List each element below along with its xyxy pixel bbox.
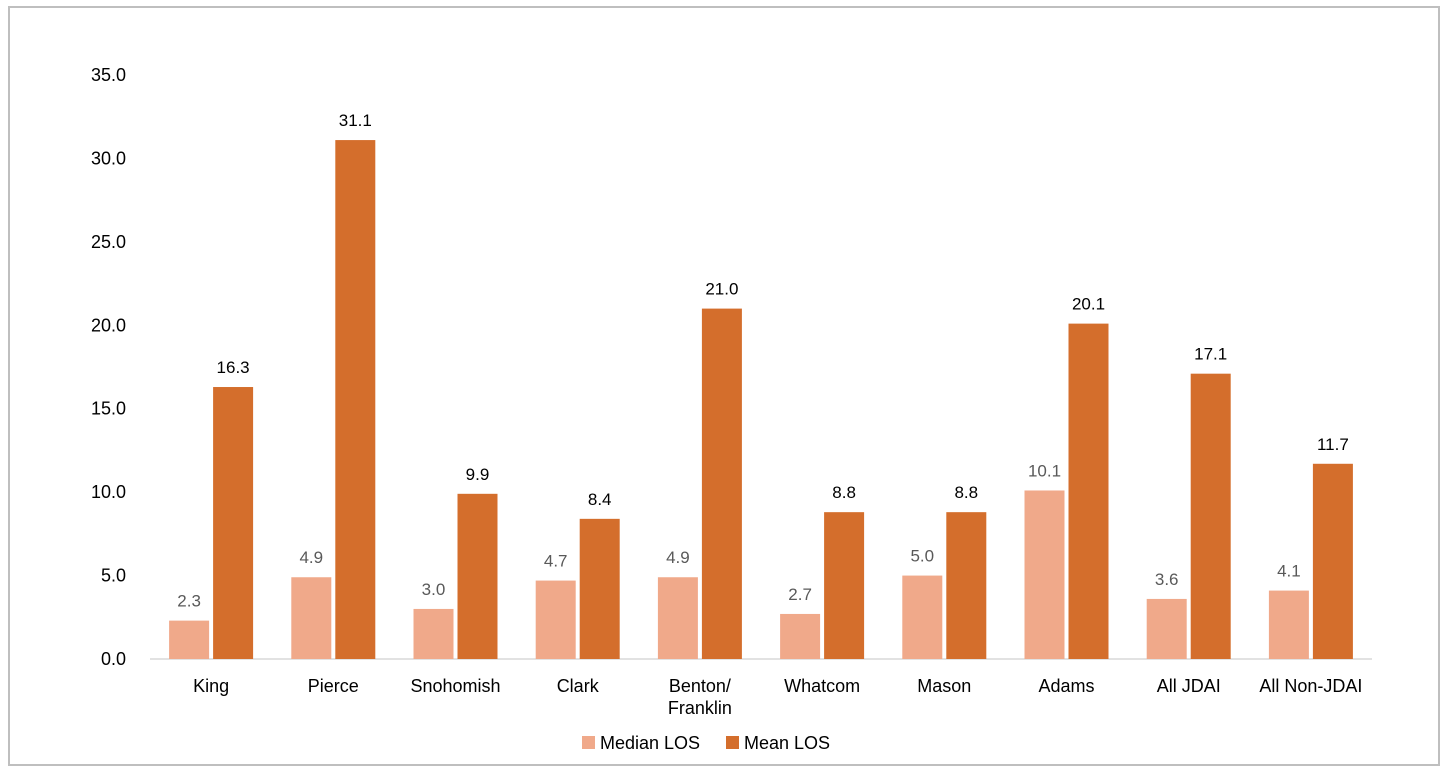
- median-los-data-label: 10.1: [1028, 461, 1061, 480]
- mean-los-data-label: 17.1: [1194, 345, 1227, 364]
- median-los-bar: [413, 608, 454, 659]
- bar-chart: 0.0 5.0 10.0 15.0 20.0 25.0 30.0 35.0 2.3 16.3 4.…: [91, 65, 1372, 753]
- bars: [169, 140, 1353, 659]
- mean-los-data-label: 9.9: [466, 465, 490, 484]
- mean-los-bar: [1312, 463, 1353, 659]
- mean-los-bar: [824, 512, 865, 659]
- median-los-data-label: 4.9: [666, 548, 690, 567]
- y-axis-ticks: 0.0 5.0 10.0 15.0 20.0 25.0 30.0 35.0: [91, 65, 126, 669]
- mean-los-data-label: 31.1: [339, 111, 372, 130]
- category-label: All Non-JDAI: [1259, 676, 1362, 696]
- median-los-bar: [169, 620, 210, 659]
- mean-los-bar: [457, 493, 498, 659]
- mean-los-data-label: 8.4: [588, 490, 612, 509]
- y-tick-label: 30.0: [91, 148, 126, 168]
- mean-los-data-label: 8.8: [832, 483, 856, 502]
- y-tick-label: 0.0: [101, 649, 126, 669]
- mean-los-data-label: 21.0: [705, 280, 738, 299]
- mean-los-bar: [1068, 323, 1109, 659]
- legend-label-mean: Mean LOS: [744, 733, 830, 753]
- data-labels: 2.3 16.3 4.9 31.1 3.0 9.9 4.7 8.4 4.9 21.0 2.7 8.8 5…: [177, 111, 1349, 611]
- mean-los-data-label: 8.8: [954, 483, 978, 502]
- legend-swatch-mean: [726, 736, 739, 749]
- median-los-bar: [657, 577, 698, 659]
- median-los-bar: [902, 575, 943, 659]
- median-los-data-label: 2.7: [788, 585, 812, 604]
- category-label: Mason: [917, 676, 971, 696]
- legend: Median LOS Mean LOS: [582, 733, 830, 753]
- legend-swatch-median: [582, 736, 595, 749]
- median-los-bar: [1146, 598, 1187, 659]
- y-tick-label: 15.0: [91, 399, 126, 419]
- y-tick-label: 10.0: [91, 482, 126, 502]
- category-label: Clark: [557, 676, 600, 696]
- mean-los-bar: [335, 140, 376, 659]
- category-labels: King Pierce Snohomish Clark Benton/Franklin W…: [193, 676, 1362, 718]
- chart-frame: 0.0 5.0 10.0 15.0 20.0 25.0 30.0 35.0 2.3 16.3 4.…: [8, 6, 1440, 766]
- mean-los-bar: [1190, 373, 1231, 659]
- legend-label-median: Median LOS: [600, 733, 700, 753]
- mean-los-bar: [701, 308, 742, 659]
- y-tick-label: 25.0: [91, 232, 126, 252]
- median-los-data-label: 3.0: [422, 580, 446, 599]
- median-los-bar: [291, 577, 332, 659]
- median-los-data-label: 4.7: [544, 552, 568, 571]
- mean-los-bar: [213, 387, 254, 659]
- median-los-data-label: 2.3: [177, 592, 201, 611]
- y-tick-label: 5.0: [101, 566, 126, 586]
- category-label: Benton/Franklin: [668, 676, 732, 718]
- category-label: All JDAI: [1157, 676, 1221, 696]
- category-label: Snohomish: [410, 676, 500, 696]
- y-tick-label: 35.0: [91, 65, 126, 85]
- mean-los-data-label: 16.3: [217, 358, 250, 377]
- median-los-bar: [1024, 490, 1065, 659]
- category-label: Pierce: [308, 676, 359, 696]
- median-los-data-label: 4.1: [1277, 562, 1301, 581]
- median-los-bar: [780, 613, 821, 659]
- median-los-data-label: 3.6: [1155, 570, 1179, 589]
- mean-los-data-label: 20.1: [1072, 295, 1105, 314]
- category-label: King: [193, 676, 229, 696]
- median-los-data-label: 5.0: [910, 547, 934, 566]
- mean-los-data-label: 11.7: [1317, 435, 1349, 454]
- y-tick-label: 20.0: [91, 315, 126, 335]
- median-los-bar: [1268, 590, 1309, 659]
- category-label: Whatcom: [784, 676, 860, 696]
- mean-los-bar: [579, 518, 620, 659]
- median-los-bar: [535, 580, 576, 659]
- median-los-data-label: 4.9: [299, 548, 323, 567]
- category-label: Adams: [1038, 676, 1094, 696]
- mean-los-bar: [946, 512, 987, 659]
